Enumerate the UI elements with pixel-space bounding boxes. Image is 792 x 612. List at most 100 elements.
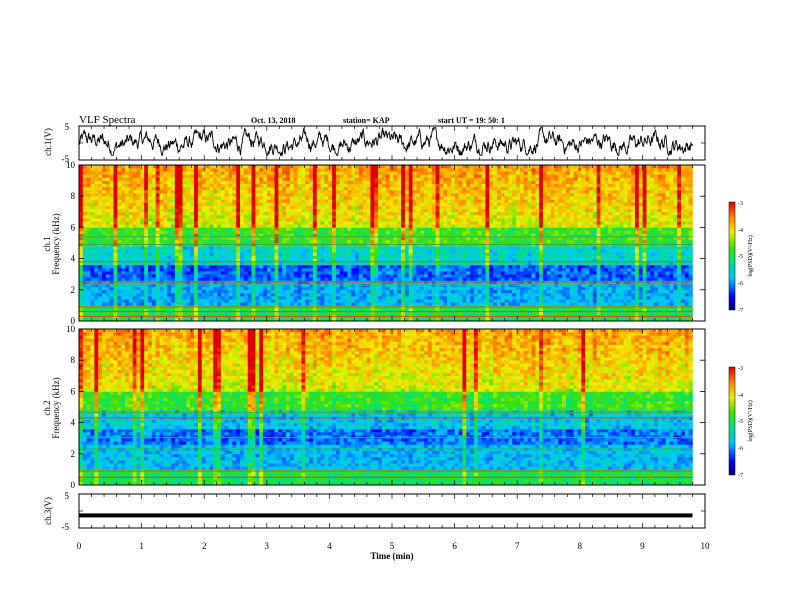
ch1-spectrogram-cell	[186, 289, 191, 294]
ch1-spectrogram-cell	[646, 267, 651, 272]
ch1-spectrogram-cell	[309, 267, 314, 272]
ch1-spectrogram-cell	[412, 267, 417, 272]
ch1-spectrogram-cell	[159, 277, 164, 281]
ch1-spectrogram-cell	[201, 246, 206, 250]
ch1-spectrogram-cell	[546, 317, 551, 322]
ch1-spectrogram-cell	[381, 249, 387, 253]
ch1-spectrogram-cell	[381, 317, 387, 322]
ch1-spectrogram-cell	[646, 286, 651, 291]
ch1-spectrogram-cell	[171, 271, 176, 275]
ch1-spectrogram-cell	[562, 249, 567, 253]
ch1-spectrogram-cell	[424, 267, 429, 272]
ch1-spectrogram-cell	[631, 236, 636, 241]
ch1-spectrogram-cell	[278, 239, 283, 244]
ch1-spectrogram-cell	[374, 258, 379, 263]
ch1-spectrogram-cell	[82, 292, 87, 297]
ch1-spectrogram-cell	[113, 239, 118, 244]
ch1-spectrogram-cell	[531, 274, 536, 278]
ch1-spectrogram-cell	[155, 277, 160, 281]
ch1-spectrogram-cell	[523, 258, 528, 263]
ch1-spectrogram-cell	[550, 227, 555, 231]
ch1-spectrogram-cell	[577, 267, 582, 272]
ch1-spectrogram-cell	[393, 246, 398, 250]
ch1-spectrogram-cell	[140, 317, 145, 322]
ch1-spectrogram-cell	[535, 277, 540, 281]
ch1-spectrogram-cell	[243, 289, 248, 294]
ch1-spectrogram-cell	[677, 308, 682, 312]
ch1-spectrogram-cell	[427, 317, 433, 322]
ch1-spectrogram-cell	[355, 233, 360, 238]
ch1-spectrogram-cell	[416, 292, 421, 297]
ch1-spectrogram-cell	[289, 224, 295, 228]
ch1-spectrogram-cell	[650, 261, 655, 266]
ch1-spectrogram-cell	[450, 267, 456, 272]
ch1-spectrogram-cell	[657, 302, 663, 306]
ch1-spectrogram-cell	[255, 246, 260, 250]
ch1-spectrogram-cell	[427, 299, 433, 303]
ch1-spectrogram-cell	[102, 308, 107, 312]
ch1-spectrogram-cell	[523, 302, 528, 306]
ch1-spectrogram-cell	[485, 317, 490, 322]
ch1-spectrogram-cell	[247, 227, 252, 231]
ch1-spectrogram-cell	[519, 302, 525, 306]
ch1-spectrogram-cell	[512, 239, 517, 244]
ch1-spectrogram-cell	[500, 230, 505, 234]
ch1-spectrogram-cell	[205, 230, 210, 234]
ch1-spectrogram-cell	[312, 267, 318, 272]
ch1-spectrogram-cell	[454, 277, 459, 281]
ch1-spectrogram-cell	[642, 267, 647, 272]
ch1-spectrogram-cell	[305, 311, 310, 316]
ch1-spectrogram-cell	[642, 317, 647, 322]
ch1-spectrogram-cell	[312, 261, 318, 266]
ch1-spectrogram-cell	[255, 317, 260, 322]
ch1-spectrogram-cell	[286, 230, 291, 234]
ch1-spectrogram-cell	[504, 249, 509, 253]
ch1-spectrogram-cell	[385, 258, 390, 263]
ch1-spectrogram-cell	[542, 274, 548, 278]
ch1-spectrogram-cell	[657, 249, 663, 253]
ch1-spectrogram-cell	[293, 308, 298, 312]
ch1-spectrogram-cell	[117, 311, 122, 316]
ch1-spectrogram-cell	[102, 277, 107, 281]
ch1-spectrogram-cell	[654, 258, 659, 263]
ch1-spectrogram-cell	[351, 252, 356, 256]
ch1-spectrogram-cell	[389, 258, 394, 263]
ch1-spectrogram-cell	[343, 264, 348, 269]
ch1-spectrogram-cell	[159, 286, 164, 291]
ch1-spectrogram-cell	[282, 311, 287, 316]
ch1-spectrogram-cell	[558, 227, 563, 231]
ch1-spectrogram-cell	[554, 289, 559, 294]
ch1-spectrogram-cell	[309, 286, 314, 291]
ch1-spectrogram-cell	[542, 249, 548, 253]
ch1-spectrogram-cell	[642, 246, 647, 250]
ch1-spectrogram-cell	[278, 255, 283, 259]
ch1-spectrogram-cell	[132, 267, 137, 272]
ch1-spectrogram-cell	[424, 308, 429, 312]
ch1-spectrogram-cell	[102, 271, 107, 275]
ch1-spectrogram-cell	[558, 311, 563, 316]
ch1-spectrogram-cell	[255, 227, 260, 231]
ch1-spectrogram-cell	[569, 236, 574, 241]
ch1-spectrogram-cell	[140, 296, 145, 300]
ch1-spectrogram-cell	[431, 302, 436, 306]
ch1-spectrogram-cell	[523, 277, 528, 281]
ch1-spectrogram-cell	[247, 246, 252, 250]
ch1-spectrogram-cell	[347, 277, 352, 281]
ch1-spectrogram-cell	[224, 227, 229, 231]
ch1-spectrogram-cell	[343, 258, 348, 263]
ch1-spectrogram-cell	[378, 236, 383, 241]
ch1-spectrogram-cell	[389, 274, 394, 278]
ch1-spectrogram-cell	[270, 267, 275, 272]
ch1-spectrogram-cell	[581, 236, 586, 241]
ch1-spectrogram-cell	[401, 277, 406, 281]
ch1-spectrogram-cell	[443, 255, 448, 259]
ch1-spectrogram-cell	[243, 227, 248, 231]
ch1-spectrogram-cell	[677, 286, 682, 291]
ch1-spectrogram-cell	[385, 236, 390, 241]
ch1-spectrogram-cell	[90, 277, 95, 281]
ch1-spectrogram-cell	[243, 264, 248, 269]
ch1-spectrogram-cell	[615, 271, 620, 275]
ch1-spectrogram-cell	[466, 302, 471, 306]
ch1-spectrogram-cell	[201, 224, 206, 228]
ch1-spectrogram-cell	[381, 252, 387, 256]
